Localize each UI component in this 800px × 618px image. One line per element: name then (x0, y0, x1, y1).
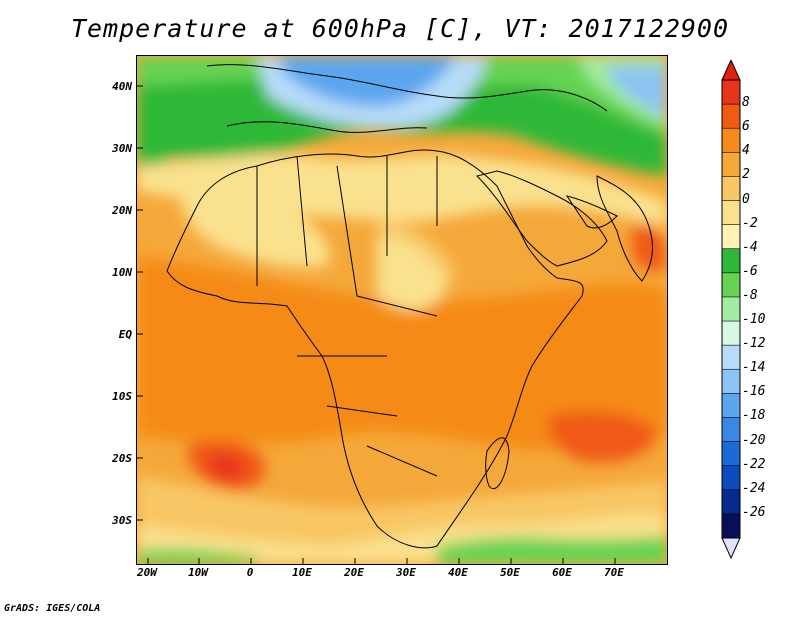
colorbar-label: 6 (742, 119, 750, 135)
colorbar-cell (721, 489, 741, 515)
colorbar-cell (721, 200, 741, 226)
colorbar-cell (721, 465, 741, 491)
lon-label-60e: 60E (552, 566, 572, 579)
colorbar-label: -26 (742, 504, 766, 520)
colorbar-label: -20 (742, 432, 766, 448)
chart-title: Temperature at 600hPa [C], VT: 201712290… (70, 14, 730, 43)
colorbar-cell (721, 103, 741, 130)
lon-label-0: 0 (246, 566, 254, 579)
colorbar-cell (721, 272, 741, 298)
credit-text: GrADS: IGES/COLA (4, 603, 101, 614)
lat-label-10s: 10S (112, 390, 132, 403)
temperature-map (136, 55, 668, 565)
lat-label-40n: 40N (112, 80, 132, 93)
lat-label-20n: 20N (112, 204, 132, 217)
colorbar-label: -24 (742, 480, 766, 496)
colorbar-cell (721, 344, 741, 371)
coastlines (166, 64, 653, 549)
colorbar-cells (721, 60, 741, 560)
colorbar-label: 2 (742, 167, 750, 183)
lon-label-20w: 20W (137, 566, 157, 579)
colorbar-cell (721, 152, 741, 178)
colorbar-label: -18 (742, 408, 766, 424)
axis-ticks (137, 85, 616, 564)
lon-label-20e: 20E (344, 566, 364, 579)
colorbar-cell (721, 224, 741, 250)
colorbar-label: -6 (742, 263, 758, 279)
lat-label-30s: 30S (112, 514, 132, 527)
colorbar-label: -14 (742, 360, 766, 376)
colorbar-label: -8 (742, 287, 758, 303)
lon-label-30e: 30E (396, 566, 416, 579)
map-canvas (137, 56, 667, 564)
lon-label-10w: 10W (188, 566, 208, 579)
colorbar (721, 60, 741, 560)
colorbar-cell (721, 368, 741, 395)
colorbar-label: -10 (742, 312, 766, 328)
lon-label-40e: 40E (448, 566, 468, 579)
colorbar-cell (721, 296, 741, 322)
colorbar-cell (721, 393, 741, 419)
colorbar-label: -12 (742, 336, 766, 352)
colorbar-cell (721, 176, 741, 202)
lat-label-eq: EQ (118, 328, 132, 341)
colorbar-label: 8 (742, 95, 750, 111)
colorbar-top-arrow (721, 60, 741, 81)
colorbar-label: -2 (742, 215, 758, 231)
colorbar-label: 4 (742, 143, 750, 159)
colorbar-cell (721, 441, 741, 467)
colorbar-cell (721, 127, 741, 154)
lon-label-10e: 10E (292, 566, 312, 579)
colorbar-cell (721, 513, 741, 539)
colorbar-cell (721, 417, 741, 443)
colorbar-cell (721, 248, 741, 274)
colorbar-cell (721, 79, 741, 105)
lon-label-50e: 50E (500, 566, 520, 579)
colorbar-label: -16 (742, 384, 766, 400)
lat-label-20s: 20S (112, 452, 132, 465)
colorbar-label: -22 (742, 456, 766, 472)
temperature-field (137, 56, 667, 564)
colorbar-bottom-arrow (721, 537, 741, 560)
lat-label-10n: 10N (112, 266, 132, 279)
lat-label-30n: 30N (112, 142, 132, 155)
colorbar-label: -4 (742, 239, 758, 255)
colorbar-cell (721, 320, 741, 346)
lon-label-70e: 70E (604, 566, 624, 579)
colorbar-label: 0 (742, 191, 750, 207)
